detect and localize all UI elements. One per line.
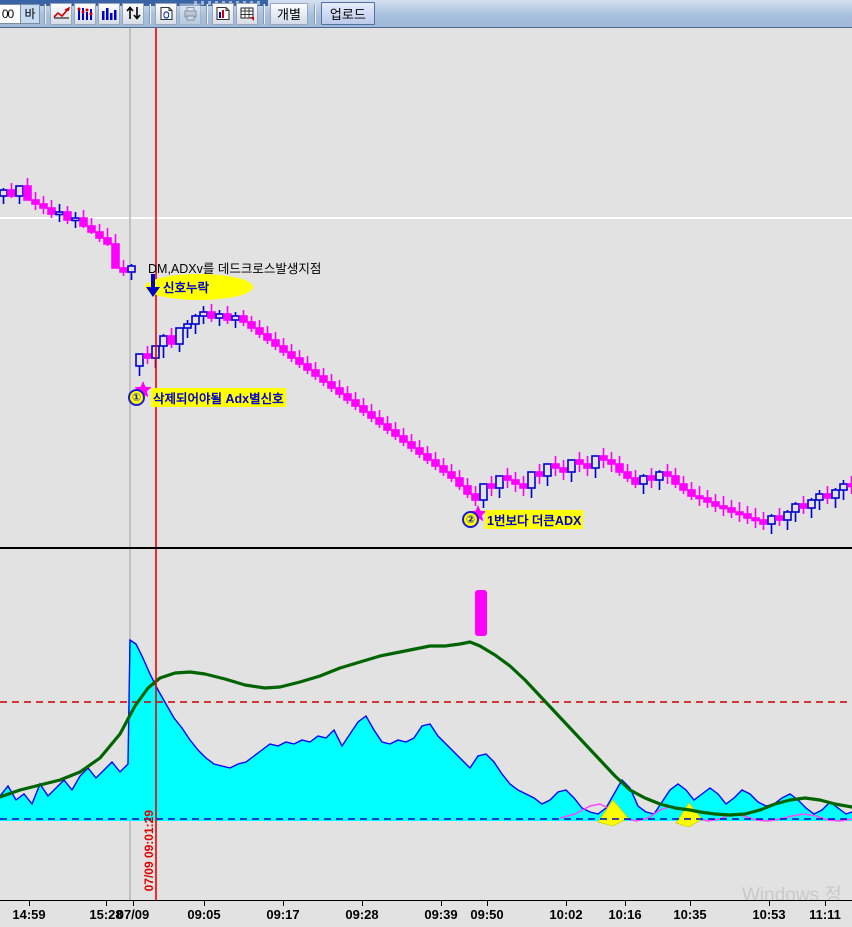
indicator-doc-button[interactable] — [212, 2, 234, 25]
bar-chart-button[interactable] — [98, 2, 120, 25]
axis-tick-mark — [133, 901, 134, 906]
di-band-area — [0, 638, 852, 821]
indicator-doc-icon — [215, 6, 230, 21]
axis-tick-mark — [769, 901, 770, 906]
axis-tick-mark — [29, 901, 30, 906]
panel-divider — [0, 547, 852, 549]
axis-tick-label: 10:35 — [673, 907, 707, 922]
bar-count-unit-label: 바 — [20, 3, 40, 24]
price-panel-bg — [0, 28, 852, 547]
axis-tick-mark — [566, 901, 567, 906]
axis-tick-label: 09:39 — [424, 907, 458, 922]
updown-arrows-button[interactable] — [122, 2, 144, 25]
print-button[interactable] — [179, 2, 201, 25]
price-panel[interactable] — [0, 28, 852, 547]
axis-tick-label: 09:17 — [266, 907, 300, 922]
axis-tick-label: 11:11 — [809, 907, 841, 922]
axis-tick-label: 15:28 — [89, 907, 123, 922]
axis-tick-mark — [283, 901, 284, 906]
candlestick-series — [0, 178, 852, 534]
down-arrow-icon — [146, 274, 160, 297]
axis-tick-label: 09:05 — [187, 907, 221, 922]
toolbar-separator-4 — [263, 3, 264, 24]
chart-workspace[interactable]: DM,ADXv를 데드크로스발생지점 신호누락 ① 삭제되어야될 Adx별신호 … — [0, 28, 852, 927]
axis-tick-label: 09:50 — [470, 907, 504, 922]
toolbar-separator-3 — [206, 3, 207, 24]
bar-count-input[interactable]: 00 — [0, 3, 20, 24]
scatter-chart-button[interactable] — [74, 2, 96, 25]
upload-button[interactable]: 업로드 — [320, 2, 375, 25]
axis-tick-mark — [362, 901, 363, 906]
axis-tick-mark — [204, 901, 205, 906]
copy-page-button[interactable] — [155, 2, 177, 25]
grid-table-button[interactable] — [236, 2, 258, 25]
grid-table-icon — [239, 7, 254, 21]
axis-tick-label: 09:28 — [345, 907, 379, 922]
axis-tick-mark — [825, 901, 826, 906]
axis-tick-label: 10:16 — [608, 907, 642, 922]
axis-tick-mark — [106, 901, 107, 906]
main-toolbar: 00 바 — [0, 0, 852, 28]
adx-line — [0, 640, 852, 817]
axis-tick-mark — [487, 901, 488, 906]
line-chart-icon — [52, 6, 70, 19]
indicator-panel[interactable] — [0, 549, 852, 902]
axis-tick-mark — [625, 901, 626, 906]
axis-tick-label: 10:53 — [752, 907, 786, 922]
copy-page-icon — [159, 6, 173, 21]
bar-count-control[interactable]: 00 바 — [0, 3, 40, 24]
reference-lines — [0, 701, 852, 820]
individual-button[interactable]: 개별 — [270, 2, 308, 25]
axis-tick-mark — [441, 901, 442, 906]
line-chart-button[interactable] — [50, 2, 72, 25]
scatter-chart-icon — [77, 7, 92, 20]
crosshair-timestamp-label: 07/09 09:01:29 — [142, 810, 156, 892]
updown-arrows-icon — [125, 6, 141, 20]
axis-tick-label: 07/09 — [116, 907, 150, 922]
axis-tick-label: 14:59 — [12, 907, 46, 922]
time-axis[interactable]: 14:59 15:28 07/09 09:05 09:17 09:28 09:39 09:50… — [0, 900, 852, 927]
toolbar-separator-2 — [149, 3, 150, 24]
signal-missing-highlight — [145, 274, 253, 300]
signal-bar — [475, 590, 487, 636]
axis-tick-label: 10:02 — [549, 907, 583, 922]
toolbar-separator-5 — [313, 3, 315, 24]
axis-tick-mark — [690, 901, 691, 906]
toolbar-separator-1 — [44, 3, 45, 24]
bar-chart-icon — [101, 8, 116, 20]
print-icon — [184, 7, 196, 21]
